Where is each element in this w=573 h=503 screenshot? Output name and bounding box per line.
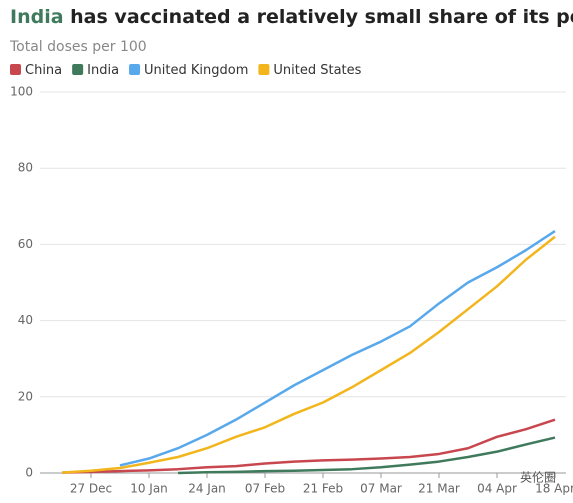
series-line <box>61 418 556 474</box>
y-tick-label: 60 <box>18 237 33 251</box>
title-rest: has vaccinated a relatively small share … <box>70 6 573 28</box>
legend-swatch <box>129 64 141 75</box>
y-tick-label: 40 <box>18 313 33 327</box>
chart-title: India has vaccinated a relatively small … <box>10 6 573 28</box>
x-tick-label: 10 Jan <box>130 482 168 496</box>
x-tick-label: 24 Jan <box>188 482 226 496</box>
x-tick-label: 21 Mar <box>418 482 460 496</box>
x-tick-label: 18 Apr <box>535 482 573 496</box>
x-tick-label: 27 Dec <box>70 482 112 496</box>
legend-swatch <box>72 64 84 75</box>
legend-item: United States <box>258 63 362 78</box>
title-highlight: India <box>10 6 64 28</box>
series-line <box>119 230 556 467</box>
x-tick-label: 21 Feb <box>303 482 343 496</box>
legend: China India United Kingdom United States <box>10 63 362 78</box>
legend-item: India <box>72 63 119 78</box>
y-tick-label: 20 <box>18 389 33 403</box>
legend-item: United Kingdom <box>129 63 248 78</box>
series-line <box>61 235 556 474</box>
legend-label: India <box>87 63 119 78</box>
y-tick-label: 100 <box>10 85 33 99</box>
x-tick-label: 07 Mar <box>360 482 402 496</box>
x-tick-label: 07 Feb <box>245 482 285 496</box>
watermark: 英伦圈 <box>520 470 556 485</box>
legend-item: China <box>10 63 62 78</box>
plot-area: 0 20 40 60 80 100 27 Dec 10 Jan 24 Jan 07 Feb 21 F… <box>10 85 573 496</box>
series-line <box>177 436 556 475</box>
legend-swatch <box>10 64 21 75</box>
y-tick-label: 0 <box>25 466 33 480</box>
y-tick-label: 80 <box>18 161 33 175</box>
legend-label: United States <box>273 63 361 78</box>
subtitle: Total doses per 100 <box>9 39 147 55</box>
legend-swatch <box>258 64 270 75</box>
x-tick-label: 04 Apr <box>477 482 517 496</box>
legend-label: China <box>25 63 62 78</box>
legend-label: United Kingdom <box>144 63 248 78</box>
